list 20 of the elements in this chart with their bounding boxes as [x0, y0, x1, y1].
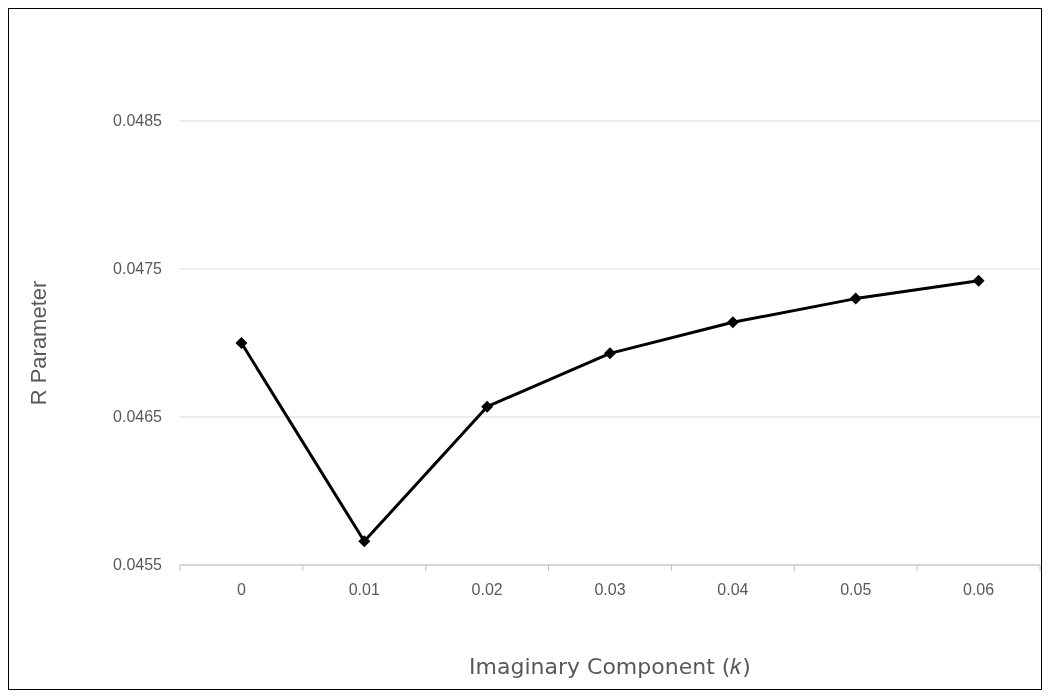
- point: [849, 292, 862, 305]
- y-tick-label: 0.0485: [113, 112, 163, 129]
- point: [481, 400, 494, 413]
- point: [235, 337, 248, 349]
- x-tick-label: 0.03: [594, 581, 626, 598]
- y-tick-label: 0.0475: [113, 260, 163, 277]
- y-tick-label: 0.0455: [113, 556, 163, 573]
- y-axis-title: R Parameter: [26, 280, 51, 406]
- x-tick-label: 0.04: [717, 581, 749, 598]
- x-tick-label: 0.05: [840, 581, 872, 598]
- point: [972, 274, 985, 287]
- x-axis-title: Imaginary Component (𝑘): [469, 654, 751, 679]
- point: [726, 316, 739, 329]
- x-tick-label: 0: [236, 581, 246, 598]
- point: [358, 535, 371, 548]
- x-tick-label: 0.02: [471, 581, 503, 598]
- x-tick-label: 0.01: [348, 581, 380, 598]
- y-tick-label: 0.0465: [113, 408, 163, 425]
- x-tick-label: 0.06: [963, 581, 995, 598]
- point: [604, 347, 616, 360]
